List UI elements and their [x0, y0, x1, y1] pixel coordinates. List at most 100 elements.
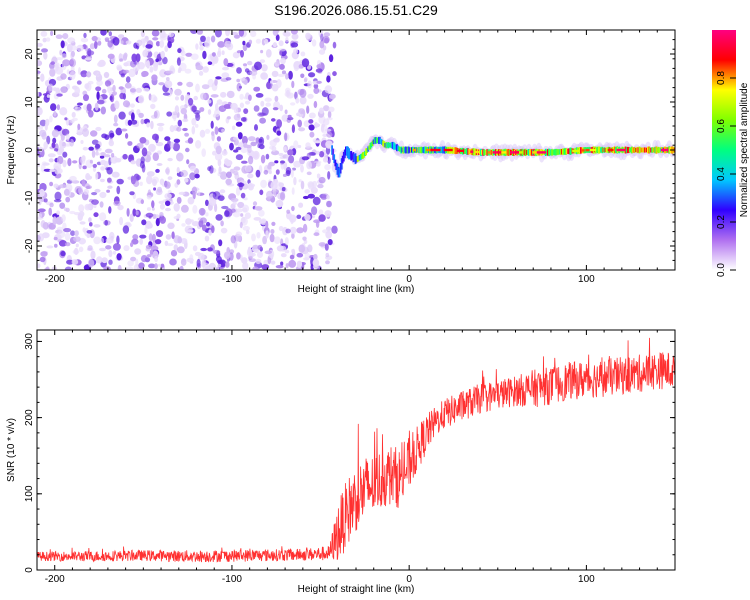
noise-blob	[332, 71, 337, 77]
noise-blob	[104, 219, 108, 226]
carrier-segment	[490, 150, 493, 155]
noise-blob	[253, 248, 259, 253]
carrier-segment	[466, 148, 468, 155]
carrier-segment	[568, 148, 571, 155]
carrier-segment	[565, 148, 567, 155]
noise-blob	[78, 204, 85, 213]
noise-blob	[275, 199, 284, 208]
noise-blob	[318, 209, 324, 216]
carrier-segment	[386, 142, 389, 148]
carrier-segment	[410, 147, 413, 153]
noise-blob	[114, 157, 122, 163]
noise-blob	[172, 111, 178, 116]
noise-blob	[118, 34, 125, 39]
noise-blob	[259, 189, 264, 196]
x-tick-label: 100	[578, 574, 595, 585]
noise-blob	[308, 119, 314, 124]
noise-blob	[96, 256, 103, 264]
noise-blob	[313, 219, 321, 224]
noise-blob	[149, 249, 154, 255]
noise-blob	[54, 62, 60, 69]
carrier-segment	[484, 149, 487, 155]
noise-blob	[93, 212, 99, 218]
noise-blob	[148, 223, 153, 229]
noise-blob	[255, 38, 261, 44]
noise-blob	[167, 157, 173, 162]
noise-blob	[185, 52, 193, 57]
noise-blob	[195, 83, 200, 93]
noise-blob	[165, 77, 170, 81]
noise-blob	[146, 194, 152, 200]
noise-blob	[37, 91, 40, 97]
noise-blob	[138, 262, 145, 269]
noise-blob	[56, 93, 63, 97]
noise-blob	[258, 138, 263, 143]
noise-blob	[252, 150, 260, 160]
noise-blob	[290, 102, 296, 106]
noise-blob	[320, 194, 328, 200]
carrier-segment	[550, 149, 552, 156]
noise-blob	[80, 156, 86, 165]
noise-blob	[165, 168, 170, 175]
noise-blob	[184, 68, 192, 74]
noise-blob	[316, 80, 322, 84]
carrier-peak	[572, 149, 580, 153]
x-tick-label: -100	[222, 574, 242, 585]
noise-blob	[93, 224, 101, 228]
noise-blob	[193, 95, 198, 101]
noise-blob	[237, 132, 243, 140]
carrier-segment	[657, 146, 660, 154]
noise-blob	[177, 69, 181, 73]
noise-blob	[155, 218, 160, 227]
noise-blob	[124, 82, 132, 89]
carrier-segment	[599, 146, 601, 154]
noise-blob	[291, 80, 295, 89]
noise-blob	[91, 199, 99, 205]
noise-blob	[195, 43, 199, 50]
noise-blob	[87, 80, 94, 85]
noise-blob	[303, 78, 307, 83]
noise-blob	[88, 217, 92, 223]
noise-blob	[209, 197, 217, 206]
noise-blob	[40, 251, 48, 257]
noise-blob	[198, 207, 206, 216]
noise-blob	[296, 112, 301, 117]
noise-blob	[294, 91, 298, 100]
carrier-segment	[366, 148, 369, 153]
noise-blob	[158, 61, 163, 66]
noise-blob	[37, 60, 43, 67]
noise-blob	[39, 129, 47, 137]
noise-blob	[100, 152, 106, 156]
noise-blob	[181, 204, 189, 213]
noise-blob	[88, 110, 94, 118]
noise-blob	[107, 53, 115, 59]
noise-blob	[131, 53, 137, 63]
noise-blob	[257, 112, 265, 117]
noise-blob	[48, 158, 54, 163]
noise-blob	[79, 221, 86, 225]
carrier-segment	[641, 147, 644, 153]
noise-blob	[205, 221, 211, 227]
noise-blob	[135, 210, 139, 216]
noise-blob	[152, 37, 159, 41]
carrier-segment	[597, 146, 599, 154]
carrier-segment	[626, 146, 629, 154]
noise-blob	[187, 137, 194, 144]
noise-blob	[318, 176, 326, 184]
noise-blob	[119, 216, 124, 226]
noise-blob	[278, 40, 284, 47]
noise-blob	[284, 109, 288, 115]
noise-blob	[201, 84, 210, 90]
noise-blob	[211, 132, 215, 142]
noise-blob	[200, 92, 207, 100]
noise-blob	[260, 49, 264, 54]
noise-blob	[287, 114, 292, 118]
noise-blob	[313, 100, 318, 109]
carrier-peak	[488, 151, 492, 154]
noise-blob	[69, 210, 76, 215]
carrier-segment	[388, 142, 391, 148]
spectrogram-y-ticks: 20 10 0 -10 -20	[24, 29, 675, 271]
noise-blob	[218, 239, 223, 247]
noise-blob	[240, 50, 244, 58]
noise-blob	[258, 209, 265, 217]
